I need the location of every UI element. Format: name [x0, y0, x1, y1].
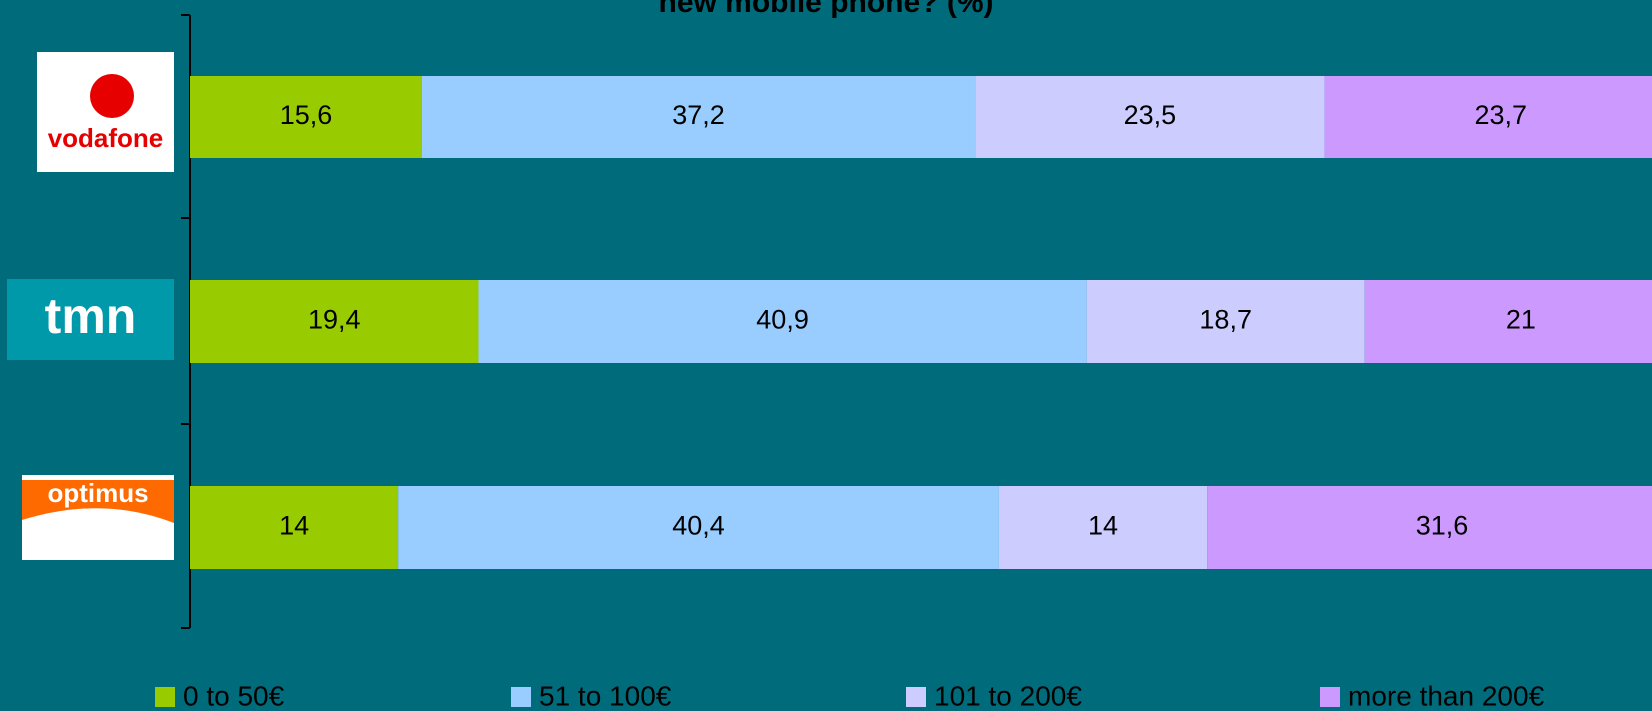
bar-segment: [1086, 280, 1365, 363]
bar-segment: [190, 486, 399, 569]
bar-segment: [398, 486, 999, 569]
value-label: 18,7: [1199, 305, 1252, 335]
value-label: 40,9: [756, 305, 809, 335]
logo-emblem: [22, 480, 174, 523]
bar-segment: [478, 280, 1087, 363]
value-label: 40,4: [672, 511, 725, 541]
bar-segment: [1207, 486, 1652, 569]
value-label: 37,2: [672, 100, 725, 130]
value-label: 31,6: [1416, 511, 1469, 541]
bar-segment: [1324, 76, 1652, 158]
value-label: 15,6: [280, 100, 333, 130]
bar-segment: [421, 76, 976, 158]
value-label: 23,5: [1124, 100, 1177, 130]
legend-swatch: [906, 687, 926, 707]
category-label: tmn: [45, 288, 137, 344]
category-label: vodafone: [48, 123, 164, 153]
logo-emblem: [90, 74, 134, 118]
value-label: 21: [1506, 305, 1536, 335]
category-label: optimus: [47, 478, 148, 508]
legend-swatch: [511, 687, 531, 707]
legend-label: 101 to 200€: [934, 680, 1082, 711]
category-logo: [7, 279, 174, 360]
bar-segment: [1364, 280, 1652, 363]
chart-title: new mobile phone? (%): [659, 0, 994, 19]
bar-segment: [190, 76, 422, 158]
legend-label: 51 to 100€: [539, 680, 672, 711]
legend-swatch: [1320, 687, 1340, 707]
value-label: 14: [279, 511, 309, 541]
value-label: 19,4: [308, 305, 361, 335]
legend-label: 0 to 50€: [183, 680, 285, 711]
legend-label: more than 200€: [1348, 680, 1545, 711]
value-label: 14: [1088, 511, 1118, 541]
bar-segment: [998, 486, 1208, 569]
bar-segment: [975, 76, 1325, 158]
value-label: 23,7: [1475, 100, 1528, 130]
legend-swatch: [155, 687, 175, 707]
bar-segment: [190, 280, 479, 363]
